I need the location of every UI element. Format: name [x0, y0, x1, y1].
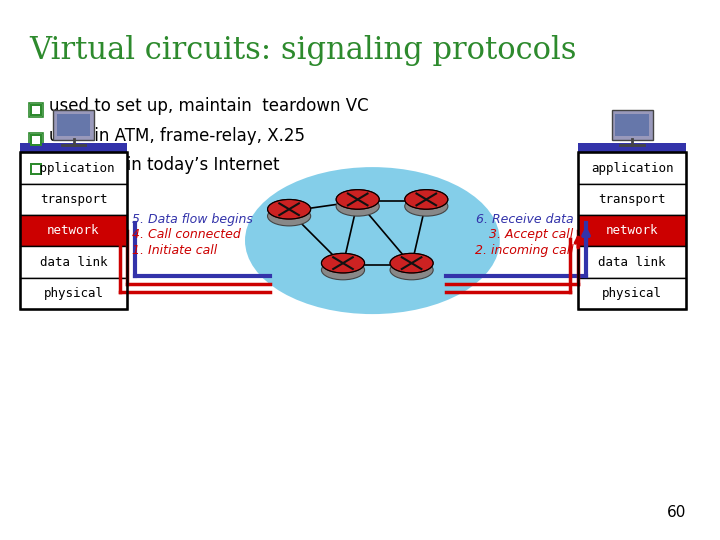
- Bar: [616, 114, 649, 136]
- Bar: [32, 106, 40, 114]
- Text: used to set up, maintain  teardown VC: used to set up, maintain teardown VC: [49, 97, 369, 116]
- Bar: [578, 246, 686, 278]
- Bar: [578, 215, 686, 246]
- Text: transport: transport: [40, 193, 107, 206]
- Text: 6. Receive data: 6. Receive data: [476, 213, 573, 226]
- Bar: [30, 162, 43, 176]
- Text: Virtual circuits: signaling protocols: Virtual circuits: signaling protocols: [30, 35, 577, 66]
- Text: used in ATM, frame-relay, X.25: used in ATM, frame-relay, X.25: [49, 127, 305, 145]
- Ellipse shape: [336, 197, 379, 216]
- Bar: [32, 165, 40, 173]
- Ellipse shape: [336, 190, 379, 209]
- Bar: [19, 215, 127, 246]
- Text: network: network: [48, 224, 100, 237]
- Ellipse shape: [268, 199, 310, 219]
- Text: not used in today’s Internet: not used in today’s Internet: [49, 156, 279, 174]
- Bar: [578, 152, 686, 309]
- Ellipse shape: [390, 253, 433, 273]
- Ellipse shape: [390, 260, 433, 280]
- Ellipse shape: [321, 260, 364, 280]
- Text: data link: data link: [40, 255, 107, 269]
- Bar: [30, 103, 43, 117]
- Bar: [19, 246, 127, 278]
- Ellipse shape: [245, 167, 500, 314]
- Text: 1. Initiate call: 1. Initiate call: [132, 244, 217, 257]
- FancyBboxPatch shape: [53, 110, 94, 140]
- Bar: [57, 114, 90, 136]
- Bar: [19, 143, 127, 152]
- Bar: [578, 143, 686, 152]
- Bar: [578, 278, 686, 309]
- Ellipse shape: [321, 253, 364, 273]
- Bar: [578, 184, 686, 215]
- Text: 2. incoming call: 2. incoming call: [474, 244, 573, 257]
- Ellipse shape: [268, 206, 310, 226]
- Bar: [19, 278, 127, 309]
- Text: data link: data link: [598, 255, 666, 269]
- Bar: [19, 184, 127, 215]
- Text: transport: transport: [598, 193, 666, 206]
- Text: application: application: [32, 161, 114, 174]
- Ellipse shape: [405, 197, 448, 216]
- Ellipse shape: [405, 190, 448, 209]
- Bar: [30, 133, 43, 146]
- Bar: [32, 136, 40, 144]
- Text: physical: physical: [43, 287, 104, 300]
- FancyBboxPatch shape: [611, 110, 653, 140]
- Bar: [578, 152, 686, 184]
- Text: 60: 60: [667, 505, 686, 520]
- Text: 5. Data flow begins: 5. Data flow begins: [132, 213, 253, 226]
- Text: application: application: [591, 161, 673, 174]
- Bar: [30, 104, 42, 116]
- Bar: [30, 134, 42, 146]
- Bar: [30, 163, 42, 175]
- Bar: [19, 152, 127, 184]
- Text: 4. Call connected: 4. Call connected: [132, 228, 241, 241]
- Bar: [19, 152, 127, 309]
- Text: 3. Accept call: 3. Accept call: [489, 228, 573, 241]
- Text: network: network: [606, 224, 658, 237]
- Text: physical: physical: [602, 287, 662, 300]
